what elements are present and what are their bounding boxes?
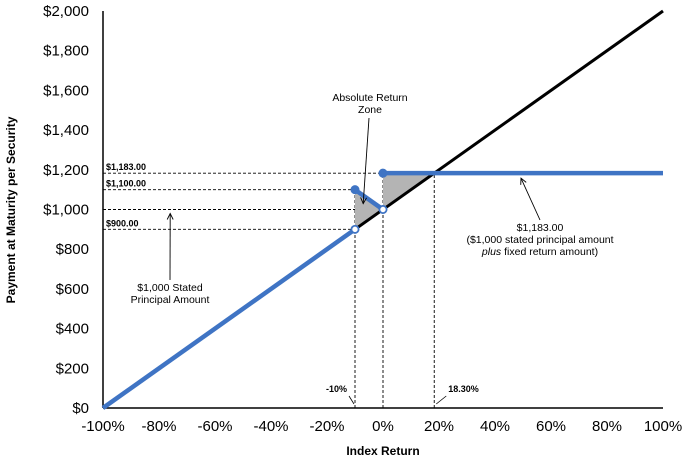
annotation-arrowhead — [360, 197, 367, 205]
x-tick-label: -60% — [197, 418, 232, 435]
series-line-2 — [353, 187, 385, 212]
y-tick-label: $800 — [56, 241, 89, 258]
x-tick-label: 0% — [372, 418, 394, 435]
data-point-marker — [378, 168, 388, 178]
y-tick-label: $1,000 — [43, 202, 89, 219]
reference-label-pointer — [348, 395, 355, 405]
y-tick-label: $200 — [56, 360, 89, 377]
reference-label: $900.00 — [106, 218, 139, 228]
y-tick-label: $0 — [72, 400, 89, 417]
x-tick-labels: -100% -80% -60% -40% -20% 0% 20% 40% 60% 80% 100% — [81, 418, 682, 435]
y-tick-label: $600 — [56, 281, 89, 298]
y-tick-label: $2,000 — [43, 3, 89, 20]
annotation-stated-principal: Principal Amount — [131, 294, 210, 306]
y-tick-label: $1,400 — [43, 122, 89, 139]
annotation-absolute-return-zone: Absolute Return — [332, 92, 407, 104]
annotation-arrow — [362, 117, 370, 204]
y-axis-title: Payment at Maturity per Security — [4, 116, 18, 303]
reference-label: -10% — [326, 384, 347, 394]
x-tick-label: 80% — [592, 418, 622, 435]
x-tick-label: 20% — [424, 418, 454, 435]
annotation-fixed-return: ($1,000 stated principal amount — [466, 234, 613, 246]
y-tick-label: $1,600 — [43, 82, 89, 99]
annotation-arrow — [520, 177, 541, 221]
annotation-arrowhead — [166, 212, 174, 220]
x-tick-label: -40% — [253, 418, 288, 435]
x-tick-label: 60% — [536, 418, 566, 435]
x-tick-label: 100% — [644, 418, 682, 435]
series-line-2 — [101, 227, 357, 410]
reference-label: $1,100.00 — [106, 179, 146, 189]
y-tick-label: $1,800 — [43, 43, 89, 60]
axes — [102, 11, 663, 409]
reference-label: $1,183.00 — [106, 162, 146, 172]
annotation-absolute-return-zone: Zone — [358, 104, 382, 116]
data-point-marker — [350, 185, 360, 195]
x-axis-title: Index Return — [346, 444, 419, 458]
x-tick-label: -100% — [81, 418, 124, 435]
annotation-fixed-return: plus fixed return amount) — [481, 246, 598, 258]
reference-label-pointer — [435, 395, 447, 405]
markers — [350, 168, 388, 234]
annotation-fixed-return: $1,183.00 — [517, 222, 564, 234]
reference-label: 18.30% — [448, 384, 479, 394]
data-point-marker — [350, 224, 360, 234]
x-tick-label: 40% — [480, 418, 510, 435]
annotation-stated-principal: $1,000 Stated — [137, 282, 203, 294]
y-tick-labels: $0 $200 $400 $600 $800 $1,000 $1,200 $1,400 $1,6… — [43, 3, 89, 417]
y-tick-label: $400 — [56, 321, 89, 338]
data-point-marker — [378, 204, 388, 214]
x-tick-label: -80% — [141, 418, 176, 435]
y-tick-label: $1,200 — [43, 162, 89, 179]
annotation-arrowhead — [520, 177, 527, 185]
x-tick-label: -20% — [309, 418, 344, 435]
